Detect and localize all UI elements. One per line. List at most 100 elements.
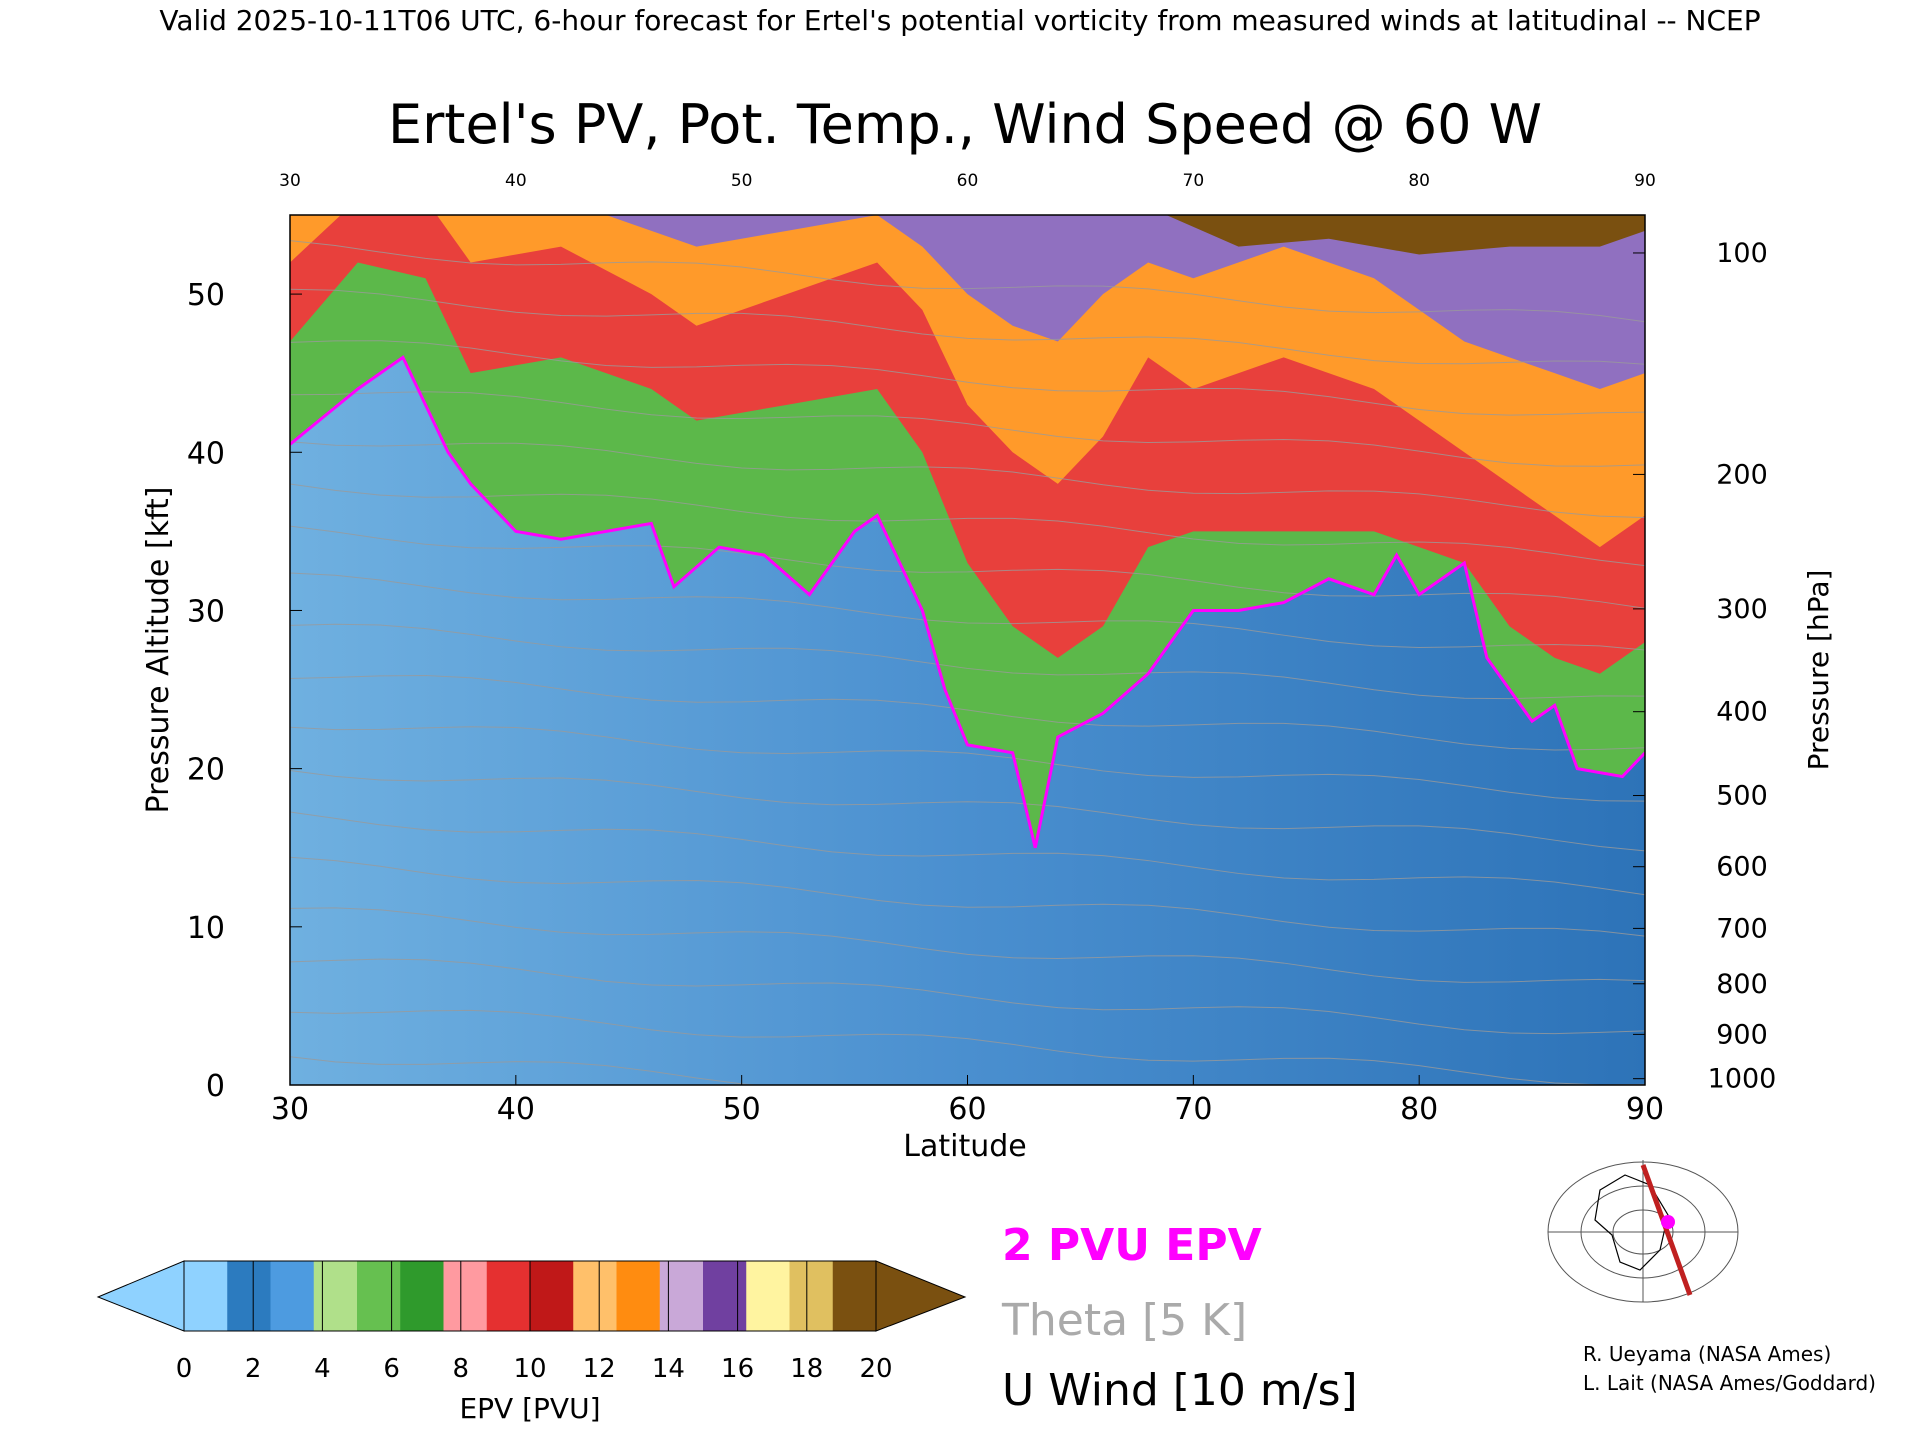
pressure-tick-label: 200 [1716,459,1768,490]
y-axis-right: 100 200 300 400 500 600 700 800 900 1000 [1633,238,1776,1095]
pressure-tick-label: 400 [1716,697,1768,728]
x-axis-label: Latitude [903,1129,1026,1164]
colorbar: 0 2 4 6 8 10 12 14 16 18 20 EPV [PVU] [96,1260,967,1425]
colorbar-tick-label: 14 [652,1354,685,1384]
colorbar-cell [659,1261,704,1331]
legend: 2 PVU EPV Theta [5 K] U Wind [10 m/s] [1001,1220,1358,1416]
y-axis-left: 0 10 20 30 40 50 [187,278,302,1104]
theta-contour [290,391,1645,467]
colorbar-tick-label: 20 [859,1354,892,1384]
theta-contour [290,288,1645,365]
theta-contour [290,572,1645,651]
x-tick-label-top: 70 [1183,171,1205,191]
colorbar-cell [357,1261,401,1331]
x-tick-label: 30 [271,1092,309,1127]
colorbar-cell [746,1261,790,1331]
tropopause-2pvu-line [290,355,1645,849]
x-tick-label-top: 90 [1634,171,1656,191]
theta-contour [290,907,1645,983]
colorbar-cell [270,1261,315,1331]
pressure-tick-label: 600 [1716,852,1768,883]
colorbar-tick-label: 16 [721,1354,754,1384]
pv-band-purple [606,215,1645,389]
y-axis-label-right: Pressure [hPa] [1802,570,1835,771]
colorbar-tick-label: 12 [583,1354,616,1384]
x-axis-bottom: 30 40 50 60 70 80 90 [271,1075,1664,1127]
x-tick-label-top: 30 [279,171,301,191]
cross-section-line [1640,1164,1693,1296]
colorbar-cell [573,1261,617,1331]
colorbar-cell [443,1261,488,1331]
x-tick-label-top: 50 [731,171,753,191]
theta-contour [290,1056,762,1085]
x-axis-top: 30 40 50 60 70 80 90 [279,171,1656,191]
theta-contour [290,623,1645,700]
theta-contour [290,675,1645,751]
theta-contours [290,240,1645,1085]
x-tick-label: 60 [948,1092,986,1127]
theta-contour [290,726,1645,802]
colorbar-cell [486,1261,531,1331]
colorbar-tick-label: 6 [383,1354,400,1384]
legend-uwind: U Wind [10 m/s] [1002,1365,1358,1416]
legend-2pvu: 2 PVU EPV [1002,1220,1262,1271]
y-tick-label: 20 [187,753,225,788]
y-tick-label: 50 [187,278,225,313]
theta-contour [290,441,1645,519]
pressure-tick-label: 900 [1716,1019,1768,1050]
x-tick-label-top: 80 [1408,171,1430,191]
x-tick-label: 80 [1400,1092,1438,1127]
chart-title: Ertel's PV, Pot. Temp., Wind Speed @ 60 … [388,93,1542,156]
theta-contour [290,1009,1645,1085]
colorbar-tick-label: 4 [314,1354,331,1384]
x-tick-label-top: 40 [505,171,527,191]
colorbar-tick-label: 2 [245,1354,262,1384]
theta-contour [290,240,1645,323]
colorbar-tick-label: 0 [176,1354,193,1384]
pressure-tick-label: 700 [1716,913,1768,944]
theta-contour [290,483,1645,567]
pressure-tick-label: 300 [1716,594,1768,625]
credit-2: L. Lait (NASA Ames/Goddard) [1583,1371,1876,1395]
colorbar-tick-label: 10 [513,1354,546,1384]
colorbar-high-arrow [875,1260,967,1332]
x-tick-label: 90 [1626,1092,1664,1127]
pressure-tick-label: 1000 [1708,1064,1777,1095]
y-axis-label-left: Pressure Altitude [kft] [141,487,176,814]
x-tick-label-top: 60 [957,171,979,191]
valid-header: Valid 2025-10-11T06 UTC, 6-hour forecast… [159,4,1760,37]
colorbar-tick-label: 18 [790,1354,823,1384]
y-tick-label: 10 [187,911,225,946]
colorbar-tick-label: 8 [453,1354,470,1384]
continent-outline [1594,1174,1669,1271]
pressure-tick-label: 500 [1716,781,1768,812]
theta-contour [290,769,1645,852]
colorbar-cell [400,1261,444,1331]
legend-theta: Theta [5 K] [1001,1295,1247,1346]
pv-band-orange [290,215,1645,548]
y-tick-label: 40 [187,436,225,471]
colorbar-cell [616,1261,661,1331]
pressure-tick-label: 800 [1716,969,1768,1000]
credit-1: R. Ueyama (NASA Ames) [1583,1342,1831,1366]
locator-map [1545,1155,1740,1303]
pressure-tick-label: 100 [1716,238,1768,269]
theta-contour [290,340,1645,416]
colorbar-low-arrow [96,1260,185,1332]
theta-contour [290,856,1645,937]
colorbar-cell [530,1261,574,1331]
colorbar-cell [832,1261,877,1331]
y-tick-label: 30 [187,594,225,629]
colorbar-cell [184,1261,228,1331]
colorbar-cell [227,1261,271,1331]
colorbar-cell [789,1261,834,1331]
theta-contour [290,958,1645,1035]
y-tick-label: 0 [206,1069,225,1104]
pv-band-brown [1166,215,1645,255]
x-tick-label: 70 [1174,1092,1212,1127]
colorbar-cell [313,1261,358,1331]
plot-area [289,214,1646,1086]
colorbar-cell [703,1261,747,1331]
location-marker [1661,1215,1675,1229]
